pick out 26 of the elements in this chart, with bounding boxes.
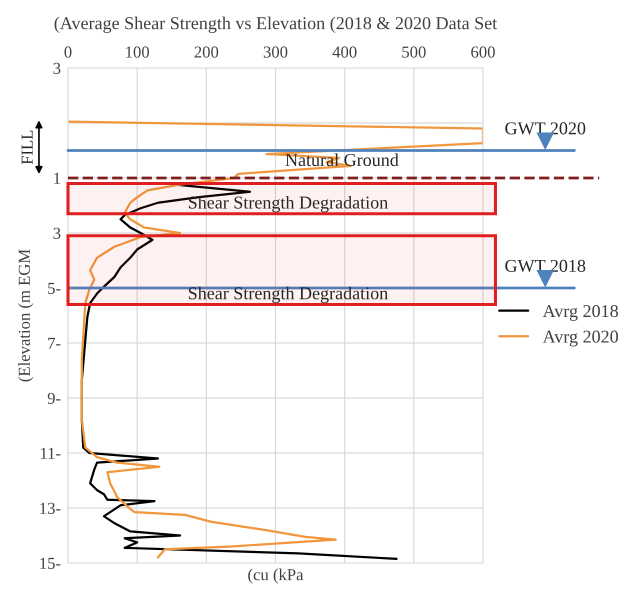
x-tick-label: 400 — [332, 46, 357, 58]
legend-label: Avrg 2020 — [542, 330, 618, 346]
y-tick-label: 11- — [40, 448, 60, 459]
y-tick-label: 7- — [48, 338, 60, 349]
y-tick-label: 1 — [54, 172, 60, 184]
x-axis-title: (cu (kPa — [248, 568, 304, 584]
legend-label: Avrg 2018 — [542, 304, 618, 321]
y-tick-label: 3 — [54, 62, 60, 74]
band-label: Shear Strength Degradation — [188, 196, 388, 212]
x-tick-label: 500 — [402, 46, 426, 58]
x-tick-label: 200 — [194, 46, 218, 58]
band-label: Shear Strength Degradation — [188, 286, 388, 304]
x-tick-label: 100 — [126, 46, 150, 58]
y-tick-label: 3 — [54, 228, 60, 239]
x-tick-label: 300 — [264, 46, 288, 58]
chart-title: (Average Shear Strength vs Elevation (2018 & 2020 Data Set — [54, 16, 498, 34]
x-tick-label: 0 — [64, 46, 72, 58]
y-axis-title: (Elevation (m EGM — [18, 249, 34, 382]
ref-line-label: GWT 2020 — [505, 122, 586, 135]
ref-line-label: GWT 2018 — [505, 260, 586, 272]
x-tick-label: 600 — [471, 46, 495, 58]
y-tick-label: 13- — [40, 502, 60, 514]
y-tick-label: 15- — [40, 558, 60, 569]
y-tick-label: 9- — [48, 392, 60, 404]
y-tick-label: 5- — [48, 282, 60, 294]
text: FILL — [22, 130, 33, 164]
